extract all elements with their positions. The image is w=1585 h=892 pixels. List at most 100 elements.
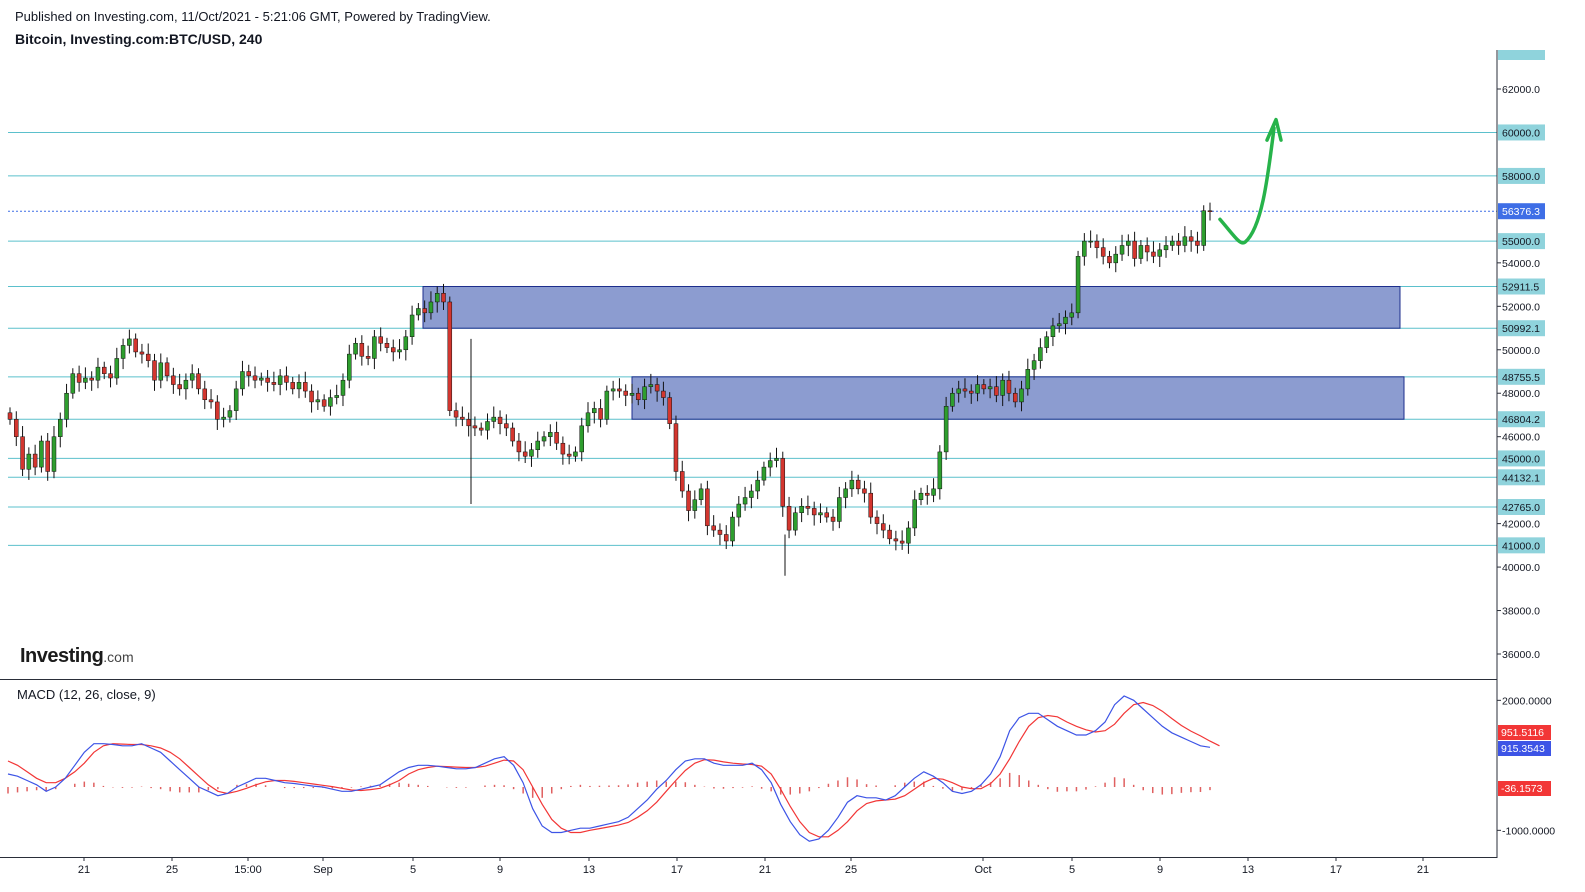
time-tick-label: 17 (671, 864, 683, 876)
candle-body (20, 436, 25, 470)
candle-body (26, 453, 32, 470)
candle-body (736, 503, 742, 518)
candle-body (1182, 236, 1188, 246)
candle-body (227, 410, 233, 418)
candle-body (277, 375, 283, 385)
candle-body (246, 371, 251, 377)
candle-body (233, 388, 239, 411)
candle-body (372, 336, 377, 359)
candle-body (315, 399, 321, 403)
candle-body (378, 336, 383, 344)
candle-body (862, 488, 867, 494)
candle-body (730, 516, 735, 542)
candle-body (271, 382, 277, 385)
candle-body (912, 499, 917, 529)
candle-body (793, 512, 798, 531)
candle-body (491, 416, 497, 422)
level-label-bg (1498, 368, 1545, 385)
candle-body (761, 466, 767, 481)
level-label: 45000.0 (1502, 453, 1540, 465)
candle-body (296, 382, 302, 390)
price-zone[interactable] (422, 286, 1401, 329)
candle-body (994, 386, 999, 396)
candle-body (127, 338, 132, 346)
signal-value-bg (1498, 725, 1551, 740)
level-label: 58000.0 (1502, 171, 1540, 183)
candle-body (642, 386, 647, 401)
level-label: 60000.0 (1502, 127, 1540, 139)
candle-body (629, 392, 635, 396)
candle-body (522, 451, 528, 457)
last-price-label-bg (1498, 203, 1545, 220)
level-label: 48755.5 (1502, 372, 1540, 384)
price-tick-label: 42000.0 (1502, 519, 1540, 531)
candle-body (849, 479, 855, 490)
level-label-bg (1498, 124, 1545, 141)
candle-body (1195, 240, 1200, 246)
price-tick-label: 40000.0 (1502, 562, 1540, 574)
candle-body (321, 399, 327, 407)
candle-body (303, 382, 308, 392)
candle-body (805, 505, 811, 509)
candle-body (466, 419, 471, 427)
candle-body (969, 390, 974, 394)
candle-body (108, 373, 113, 379)
candle-body (221, 416, 226, 420)
price-tick-label: 48000.0 (1502, 388, 1540, 400)
level-label-bg (1498, 469, 1545, 486)
candle-body (145, 353, 151, 361)
candle-body (171, 375, 176, 385)
time-tick-label: Sep (313, 864, 333, 876)
candle-body (290, 382, 295, 390)
candle-body (202, 388, 208, 400)
candle-body (623, 390, 628, 396)
horizontal-levels: 60000.0 58000.0 55000.0 52911.5 50992.1 48755… (8, 124, 1545, 554)
candle-body (70, 373, 76, 394)
candle-body (648, 384, 654, 387)
candle-body (158, 362, 164, 381)
candle-body (899, 540, 905, 544)
price-tick-label: 52000.0 (1502, 301, 1540, 313)
macd-line (7, 695, 1211, 842)
macd-value-label: 915.3543 (1501, 743, 1545, 755)
candle-body (598, 408, 603, 420)
candle-body (365, 356, 371, 359)
candle-body (1144, 245, 1150, 253)
candle-body (1113, 253, 1119, 264)
signal-value-label: 951.5116 (1501, 727, 1544, 739)
time-tick-label: 21 (1417, 864, 1429, 876)
time-tick-label: 13 (1242, 864, 1254, 876)
candle-body (39, 440, 44, 468)
candle-body (749, 490, 754, 498)
candle-body (95, 366, 101, 381)
candle-body (705, 488, 710, 527)
candle-body (529, 449, 534, 457)
price-zone[interactable] (631, 376, 1405, 420)
candle-body (1207, 210, 1213, 212)
candle-body (560, 442, 566, 455)
candle-body (573, 451, 578, 457)
level-label-bg (1498, 167, 1545, 184)
candle-body (240, 371, 245, 390)
macd-tick-label: -1000.0000 (1502, 825, 1555, 837)
candle-body (1132, 240, 1137, 259)
time-tick-label: 13 (583, 864, 595, 876)
candle-body (767, 460, 773, 468)
level-label-bg (1498, 320, 1545, 337)
candle-body (667, 397, 672, 424)
level-label-bg (1498, 411, 1545, 428)
candle-body (636, 392, 641, 401)
candle-body (58, 419, 63, 437)
macd-panel: 951.5116 915.3543 -36.1573 (7, 695, 1551, 842)
top-level-label-bg (1498, 50, 1545, 60)
candle-body (1176, 240, 1181, 246)
candle-body (284, 375, 289, 383)
investing-logo: Investing.com (20, 645, 134, 667)
supply-demand-zones (422, 286, 1405, 420)
price-tick-label: 54000.0 (1502, 258, 1540, 270)
candle-body (403, 336, 409, 351)
candle-body (208, 399, 214, 403)
candle-body (1170, 240, 1175, 246)
candle-body (177, 384, 182, 390)
